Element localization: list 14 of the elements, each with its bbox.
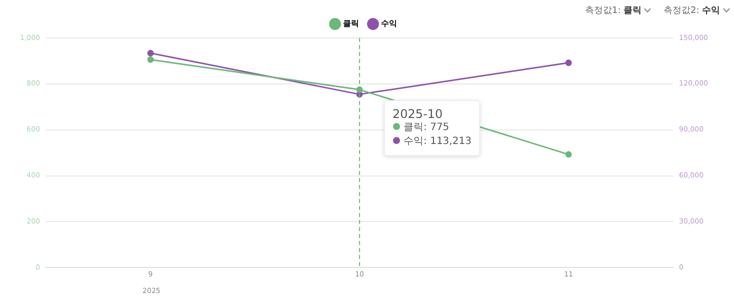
text: 클릭 (624, 6, 642, 16)
legend-label: 수익 (381, 19, 397, 28)
point (565, 151, 572, 158)
point (565, 60, 572, 66)
annotation: 수익: 113,213 (402, 135, 472, 149)
text: 측정값1: (584, 6, 621, 16)
point (356, 86, 363, 93)
annotation: 클릭: 775 (402, 121, 450, 135)
annotation: 2025-10 (392, 107, 444, 121)
text: 측정값2: (663, 6, 700, 16)
point (147, 56, 154, 63)
point (147, 50, 154, 56)
legend-label: 클릭 (343, 19, 359, 28)
text: 수익 (702, 6, 720, 16)
